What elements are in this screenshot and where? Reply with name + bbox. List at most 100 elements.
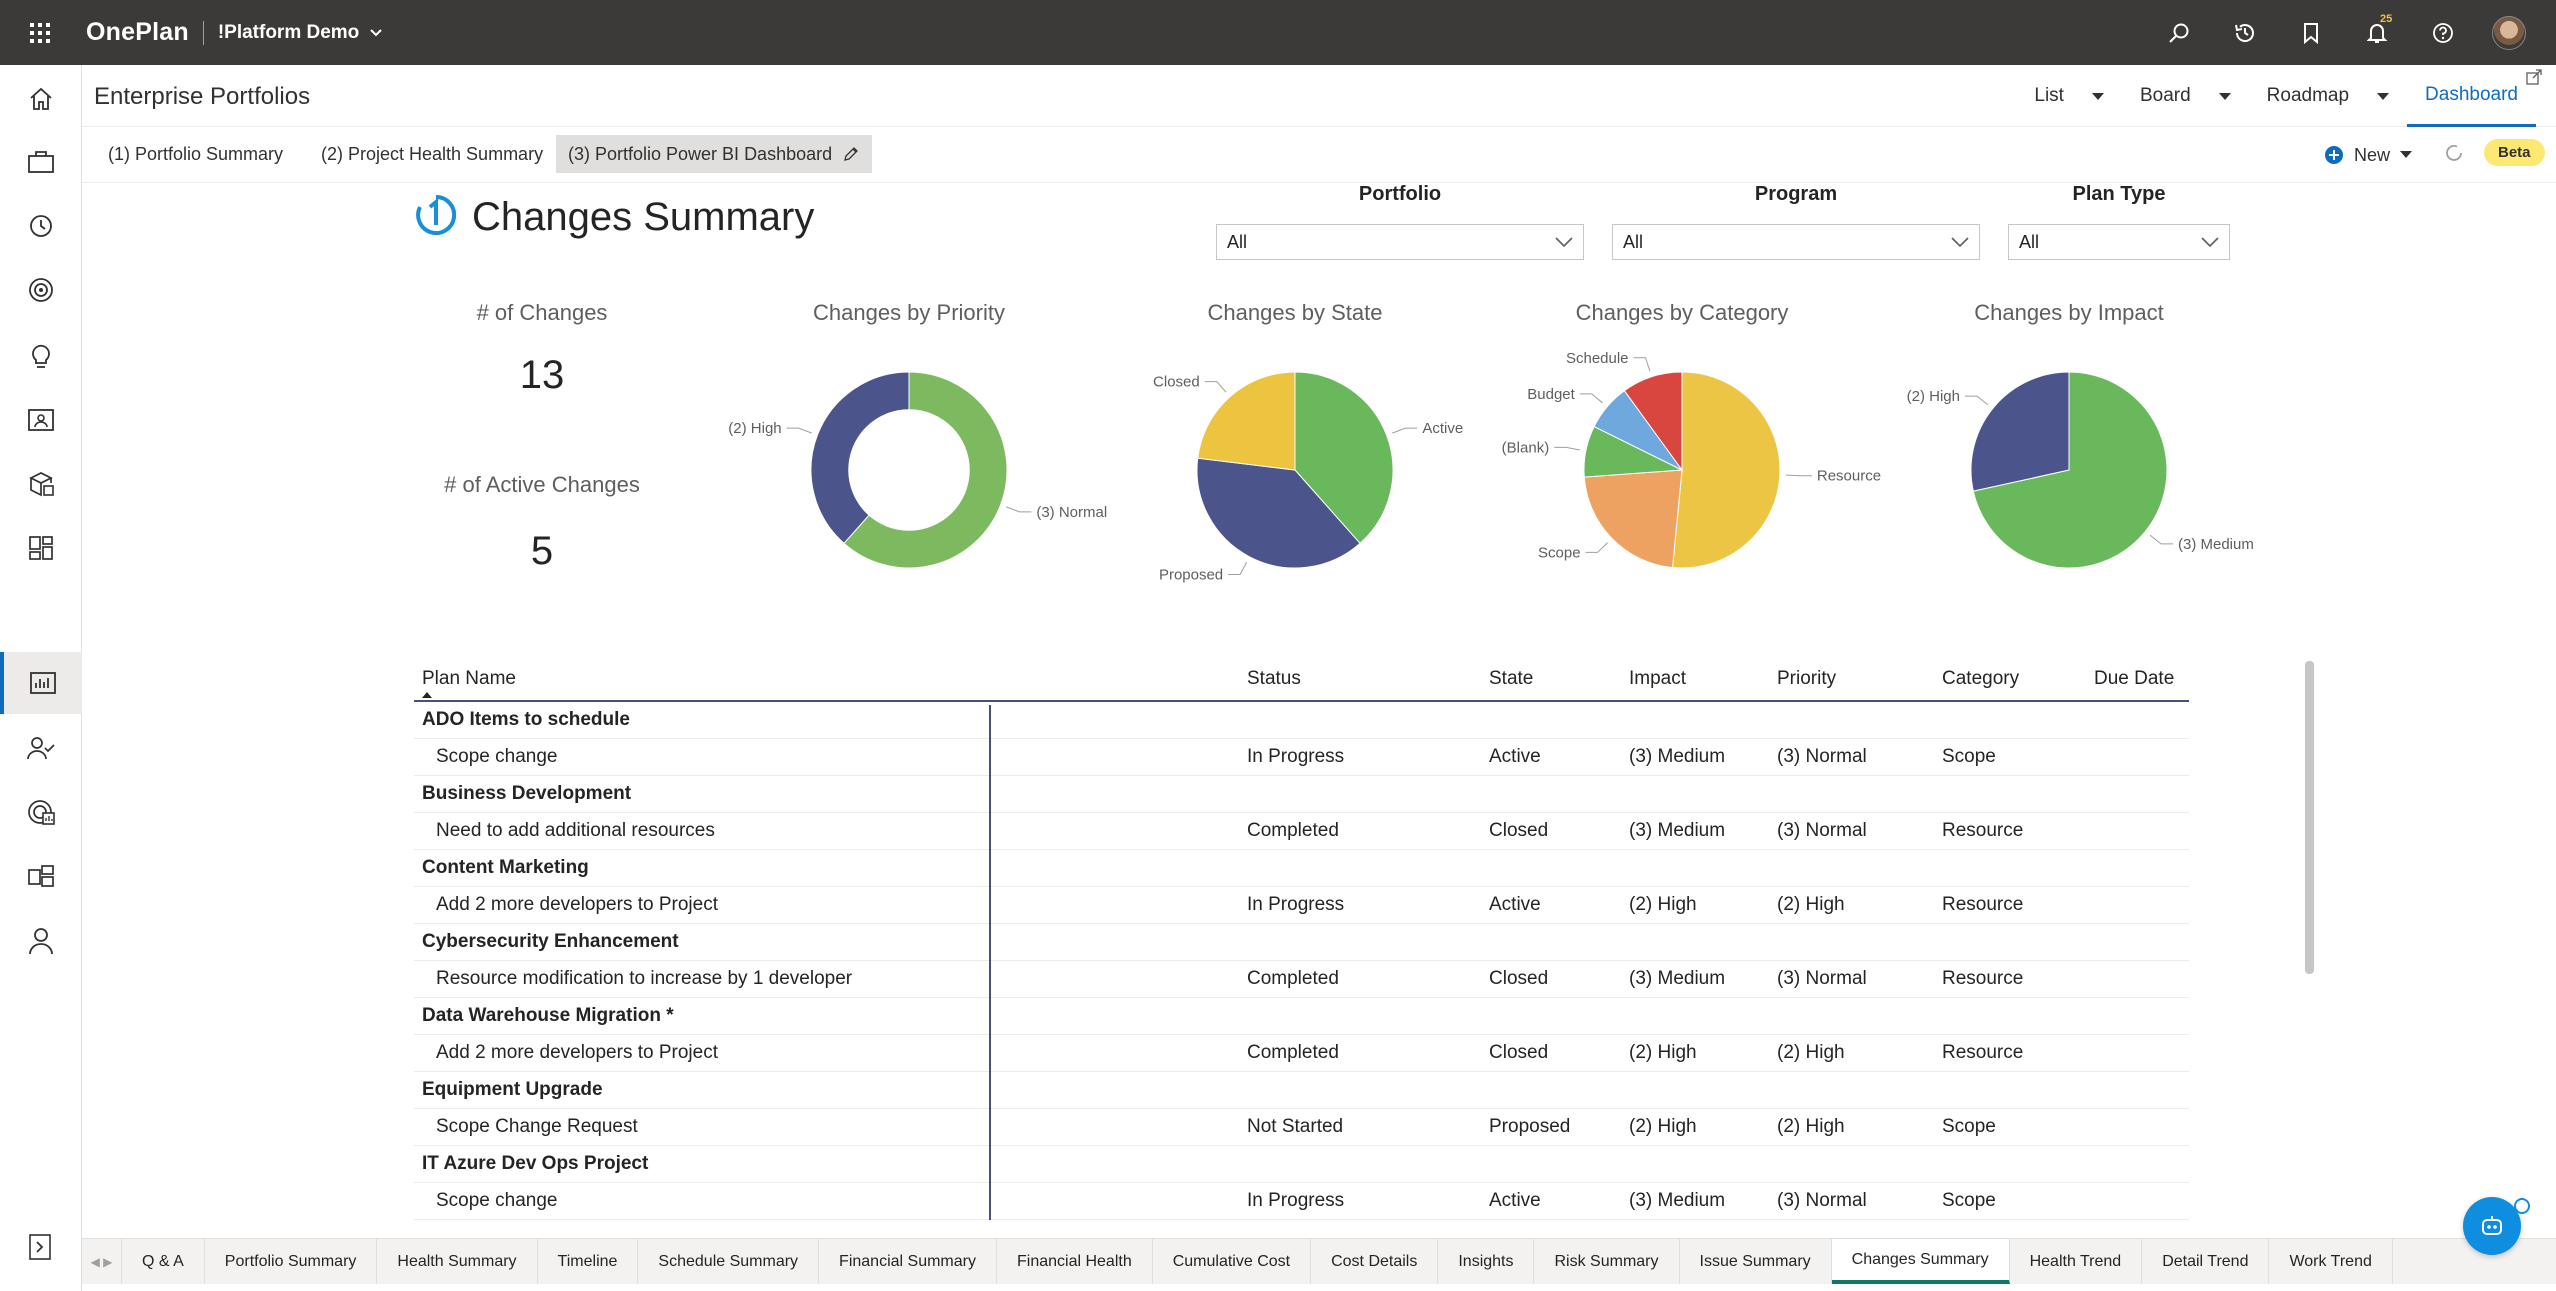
- table-group-row[interactable]: Cybersecurity Enhancement: [414, 924, 2189, 961]
- bookmark-icon[interactable]: [2278, 0, 2344, 65]
- page-nav-arrows[interactable]: ◀ ▶: [82, 1239, 122, 1284]
- table-group-row[interactable]: Content Marketing: [414, 850, 2189, 887]
- cell-category: Resource: [1942, 894, 2024, 915]
- pie-slice[interactable]: [1583, 469, 1683, 569]
- page-tab[interactable]: Q & A: [122, 1239, 205, 1284]
- products-icon[interactable]: [0, 453, 82, 515]
- table-group-row[interactable]: IT Azure Dev Ops Project: [414, 1146, 2189, 1183]
- page-tab[interactable]: Financial Summary: [819, 1239, 997, 1284]
- history-icon[interactable]: [2212, 0, 2278, 65]
- refresh-icon[interactable]: [2442, 141, 2466, 165]
- ideas-icon[interactable]: [0, 324, 82, 386]
- pie-slice[interactable]: [1294, 371, 1394, 545]
- page-tab[interactable]: Detail Trend: [2142, 1239, 2270, 1284]
- dashboard-icon[interactable]: [0, 652, 82, 714]
- plan-type-dropdown[interactable]: All: [2008, 224, 2230, 260]
- timesheet-icon[interactable]: [0, 195, 82, 257]
- templates-icon[interactable]: [0, 845, 82, 907]
- notifications-icon[interactable]: 25: [2344, 0, 2410, 65]
- donut-hole: [848, 409, 970, 531]
- portfolio-icon[interactable]: [0, 131, 82, 193]
- chatbot-button[interactable]: [2463, 1197, 2521, 1255]
- slicer-value: All: [1623, 231, 1644, 252]
- page-tab[interactable]: Changes Summary: [1831, 1239, 2010, 1284]
- leader-line: [786, 427, 812, 434]
- pie-slice[interactable]: [1671, 371, 1781, 569]
- app-launcher-icon[interactable]: [0, 0, 80, 65]
- chevron-down-icon[interactable]: [2377, 92, 2390, 100]
- table-row[interactable]: Need to add additional resources Complete…: [414, 813, 2189, 850]
- help-icon[interactable]: [2410, 0, 2476, 65]
- pie-slice[interactable]: [1623, 371, 1683, 472]
- pie-slice[interactable]: [1972, 371, 2168, 569]
- table-group-row[interactable]: ADO Items to schedule: [414, 702, 2189, 739]
- subtab-project-health-summary[interactable]: (2) Project Health Summary: [309, 135, 555, 173]
- edit-icon[interactable]: [842, 145, 860, 163]
- page-tab[interactable]: Risk Summary: [1534, 1239, 1680, 1284]
- profile-icon[interactable]: [0, 910, 82, 972]
- column-header-category[interactable]: Category: [1942, 668, 2020, 689]
- column-header-priority[interactable]: Priority: [1777, 668, 1837, 689]
- view-tab-board[interactable]: Board: [2122, 65, 2249, 127]
- pie-slice[interactable]: [1970, 371, 2070, 492]
- page-header: Enterprise Portfolios List Board Roadmap…: [82, 65, 2556, 127]
- home-icon[interactable]: [0, 68, 82, 130]
- page-tab[interactable]: Work Trend: [2269, 1239, 2393, 1284]
- user-avatar[interactable]: [2476, 0, 2542, 65]
- page-tab[interactable]: Timeline: [537, 1239, 639, 1284]
- page-tab[interactable]: Portfolio Summary: [204, 1239, 378, 1284]
- cell-status: Completed: [1247, 968, 1339, 989]
- popout-icon[interactable]: [2526, 69, 2542, 85]
- table-row[interactable]: Scope change In Progress Active (3) Medium (…: [414, 1183, 2189, 1220]
- table-group-row[interactable]: Data Warehouse Migration *: [414, 998, 2189, 1035]
- people-icon[interactable]: [0, 717, 82, 779]
- column-header-status[interactable]: Status: [1247, 668, 1301, 689]
- column-header-due-date[interactable]: Due Date: [2094, 668, 2175, 689]
- table-row[interactable]: Scope change In Progress Active (3) Medium (…: [414, 739, 2189, 776]
- table-group-row[interactable]: Business Development: [414, 776, 2189, 813]
- pie-slice[interactable]: [1196, 457, 1361, 569]
- chevron-left-icon[interactable]: ◀: [90, 1254, 100, 1269]
- table-group-row[interactable]: Equipment Upgrade: [414, 1072, 2189, 1109]
- slicer-label: Program: [1754, 183, 1838, 205]
- brand-name[interactable]: OnePlan: [86, 18, 189, 46]
- table-row[interactable]: Resource modification to increase by 1 d…: [414, 961, 2189, 998]
- reports-icon[interactable]: [0, 781, 82, 843]
- portfolio-dropdown[interactable]: All: [1216, 224, 1584, 260]
- pie-slice[interactable]: [1197, 371, 1296, 471]
- page-tab[interactable]: Health Trend: [2009, 1239, 2143, 1284]
- boards-icon[interactable]: [0, 517, 82, 579]
- table-row[interactable]: Add 2 more developers to Project Complete…: [414, 1035, 2189, 1072]
- view-tab-list[interactable]: List: [2016, 65, 2122, 127]
- subtab-power-bi-dashboard[interactable]: (3) Portfolio Power BI Dashboard: [556, 135, 873, 173]
- page-tab[interactable]: Insights: [1438, 1239, 1535, 1284]
- page-tab[interactable]: Schedule Summary: [638, 1239, 820, 1284]
- table-row[interactable]: Scope Change Request Not Started Proposed (…: [414, 1109, 2189, 1146]
- new-button[interactable]: New: [2324, 139, 2413, 171]
- program-dropdown[interactable]: All: [1612, 224, 1980, 260]
- column-header-state[interactable]: State: [1489, 668, 1534, 689]
- table-row[interactable]: Add 2 more developers to Project In Progr…: [414, 887, 2189, 924]
- column-header-impact[interactable]: Impact: [1629, 668, 1687, 689]
- page-tab[interactable]: Issue Summary: [1679, 1239, 1832, 1284]
- table-scrollbar[interactable]: [2305, 661, 2314, 974]
- workspace-selector[interactable]: !Platform Demo: [218, 22, 383, 44]
- subtab-portfolio-summary[interactable]: (1) Portfolio Summary: [96, 135, 295, 173]
- cell-status: Not Started: [1247, 1116, 1344, 1137]
- chevron-down-icon: [2400, 151, 2413, 158]
- page-tab[interactable]: Cost Details: [1311, 1239, 1439, 1284]
- cell-state: Closed: [1489, 968, 1549, 989]
- search-icon[interactable]: [2146, 0, 2212, 65]
- chevron-right-icon[interactable]: ▶: [103, 1254, 113, 1269]
- expand-nav-icon[interactable]: [22, 1229, 58, 1265]
- column-header-plan-name[interactable]: Plan Name: [422, 668, 516, 689]
- goals-icon[interactable]: [0, 259, 82, 321]
- page-tab[interactable]: Cumulative Cost: [1152, 1239, 1312, 1284]
- page-tab[interactable]: Health Summary: [377, 1239, 538, 1284]
- view-tab-dashboard[interactable]: Dashboard: [2407, 65, 2536, 127]
- chevron-down-icon[interactable]: [2218, 92, 2231, 100]
- page-tab[interactable]: Financial Health: [996, 1239, 1153, 1284]
- chevron-down-icon[interactable]: [2091, 92, 2104, 100]
- resources-icon[interactable]: [0, 389, 82, 451]
- view-tab-roadmap[interactable]: Roadmap: [2249, 65, 2407, 127]
